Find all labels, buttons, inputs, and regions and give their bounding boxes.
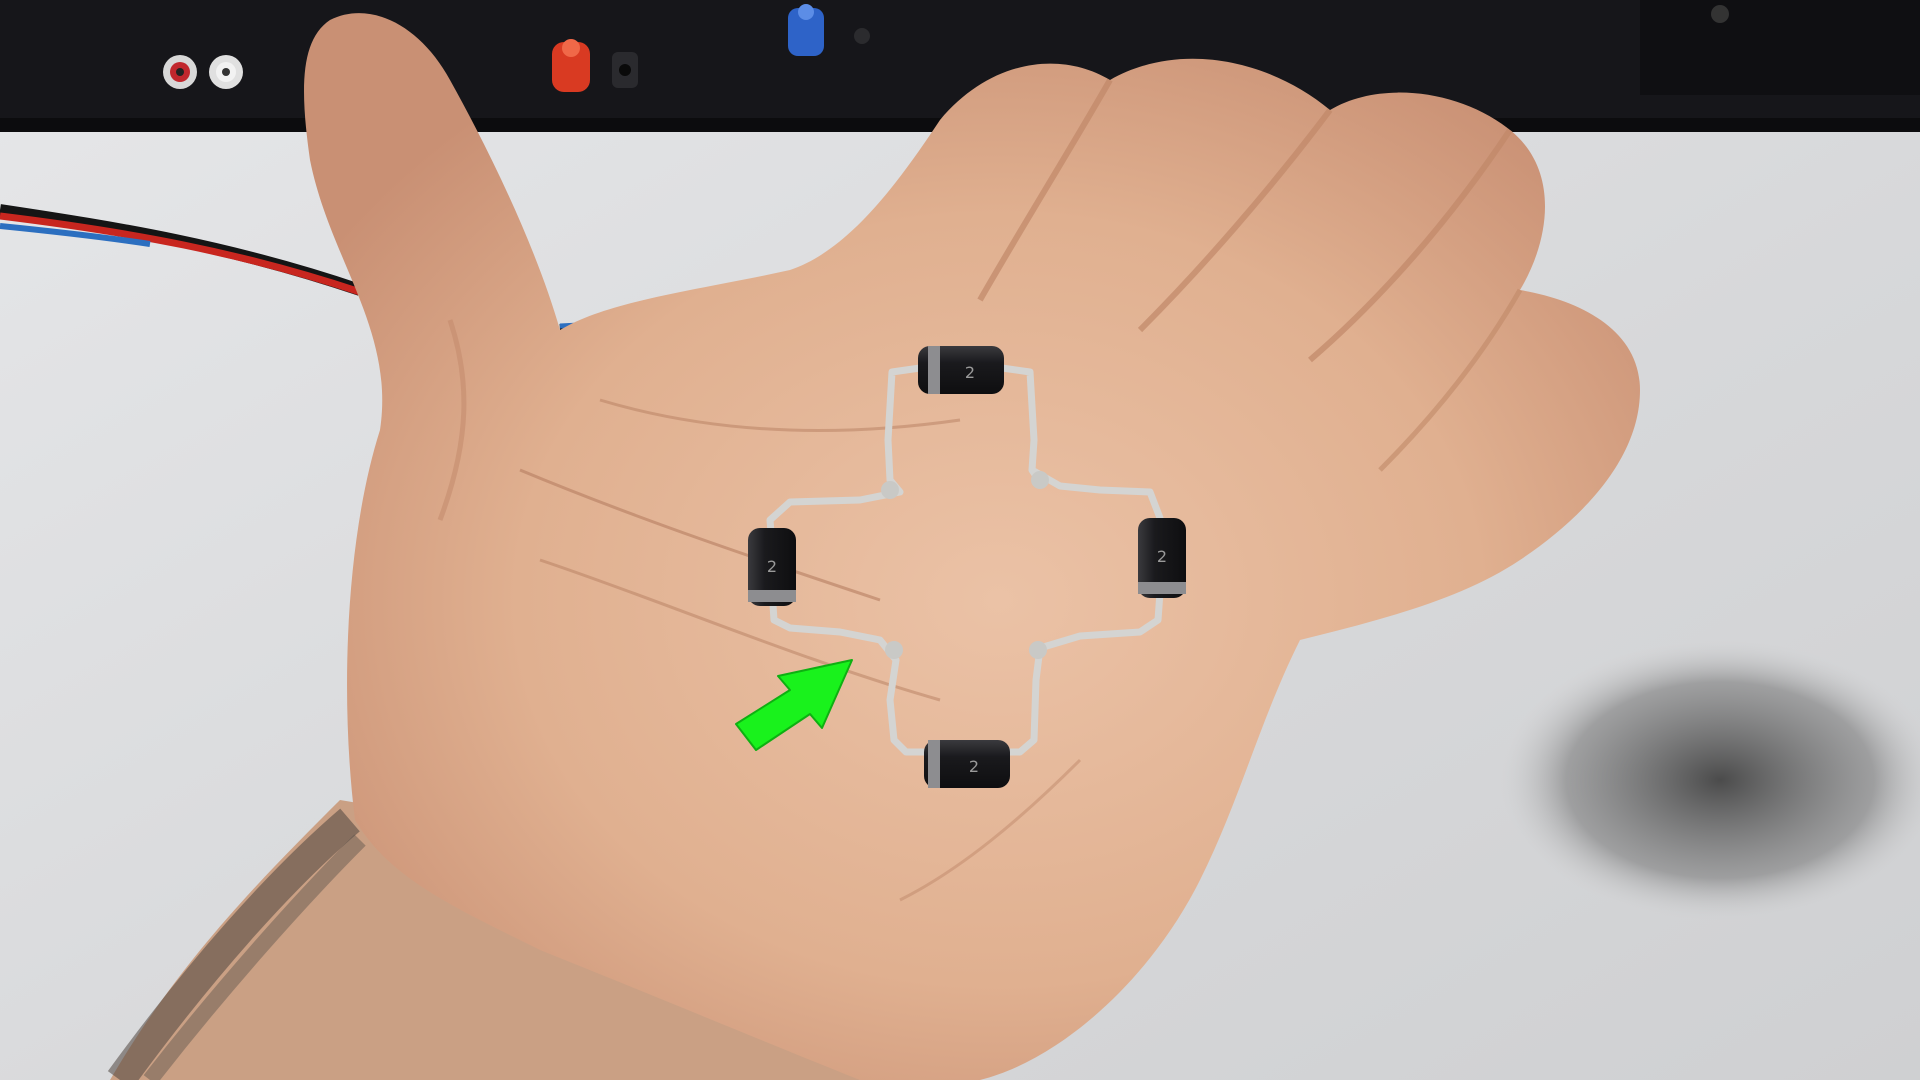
diode-label: 2: [965, 363, 975, 382]
diode-left: 2: [748, 528, 796, 606]
diode-label: 2: [1157, 547, 1167, 566]
diode-label: 2: [969, 757, 979, 776]
shadow: [1500, 640, 1920, 920]
arrow-icon: [735, 659, 853, 751]
diode-bridge: 2 2 2 2: [748, 346, 1186, 788]
diode-label: 2: [767, 557, 777, 576]
diode-bottom: 2: [924, 740, 1010, 788]
terminal-red: [552, 42, 590, 92]
terminal-blue: [788, 8, 824, 56]
hand: [107, 13, 1640, 1080]
diode-right: 2: [1138, 518, 1186, 598]
lead-wire: [766, 364, 1164, 756]
diode-top: 2: [918, 346, 1004, 394]
